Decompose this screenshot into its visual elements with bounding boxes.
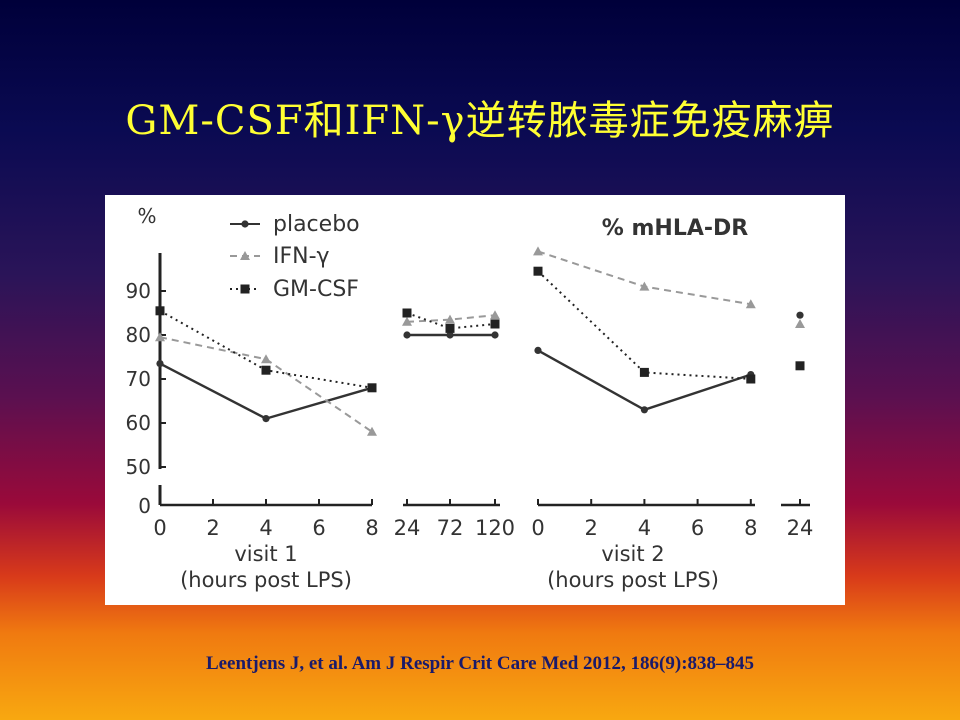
data-point <box>367 426 377 436</box>
data-point <box>445 314 455 324</box>
y-tick-label: 60 <box>126 411 151 435</box>
data-point <box>261 354 271 364</box>
data-point <box>402 308 412 318</box>
data-point <box>402 316 412 326</box>
data-point <box>490 319 500 329</box>
y-tick-label: 70 <box>126 367 151 391</box>
x-tick-label: 0 <box>531 516 544 540</box>
series-line-2 <box>159 309 373 389</box>
chart-panel: 50 60 70 80 90 0% 0 2 4 6 8 visit 1 (hours post LPS)… <box>105 195 845 605</box>
y-tick-label: 90 <box>126 279 151 303</box>
legend-marker <box>240 284 250 294</box>
data-point <box>262 415 270 423</box>
x-axis-label-line2: (hours post LPS) <box>180 568 352 592</box>
x-tick-label: 4 <box>259 516 272 540</box>
data-point <box>261 365 271 375</box>
data-point <box>155 332 165 342</box>
x-tick-label: 24 <box>394 516 421 540</box>
data-point <box>490 310 500 320</box>
data-point <box>445 323 455 333</box>
data-point <box>533 246 543 256</box>
x-tick-label: 4 <box>638 516 651 540</box>
legend-label: GM-CSF <box>273 277 359 302</box>
x-tick-label: 2 <box>585 516 598 540</box>
data-point <box>533 266 543 276</box>
series2-line-0 <box>537 349 752 412</box>
y-tick-label: 0 <box>138 494 151 518</box>
x-tick-label: 8 <box>744 516 757 540</box>
followup1-line-1 <box>406 314 496 323</box>
data-point <box>367 383 377 393</box>
legend-marker <box>240 251 250 260</box>
data-point <box>795 319 805 328</box>
x-tick-label: 8 <box>365 516 378 540</box>
x-tick-label: 2 <box>206 516 219 540</box>
panel2-title: % mHLA-DR <box>602 216 748 241</box>
data-point <box>491 331 499 339</box>
x-tick-label: 120 <box>475 516 515 540</box>
x-axis-label-line2: (hours post LPS) <box>547 568 719 592</box>
legend-label: placebo <box>273 212 360 237</box>
x-axis-label-line1: visit 2 <box>601 542 664 566</box>
data-point <box>746 374 756 384</box>
data-point <box>156 360 164 368</box>
data-point <box>639 367 649 377</box>
data-point <box>640 406 649 414</box>
y-tick-label: 50 <box>126 455 151 479</box>
legend-label: IFN-γ <box>273 244 330 269</box>
data-point <box>745 299 756 309</box>
data-point <box>795 361 805 371</box>
x-axis-label-line1: visit 1 <box>234 542 297 566</box>
x-tick-label: 6 <box>312 516 325 540</box>
legend-marker <box>241 220 249 228</box>
series2-line-2 <box>537 270 751 380</box>
citation: Leentjens J, et al. Am J Respir Crit Car… <box>205 653 755 674</box>
data-point <box>446 331 454 339</box>
x-tick-label: 72 <box>437 516 464 540</box>
y-axis-label: % <box>137 204 156 228</box>
data-point <box>403 331 411 339</box>
series2-line-1 <box>537 250 751 306</box>
data-point <box>639 281 650 291</box>
data-point <box>534 346 542 354</box>
y-tick-label: 80 <box>126 323 151 347</box>
data-point <box>155 306 165 316</box>
x-tick-label: 0 <box>153 516 166 540</box>
x-tick-label: 6 <box>691 516 704 540</box>
slide-title: GM-CSF和IFN-γ逆转脓毒症免疫麻痹 <box>125 98 835 144</box>
data-point <box>796 311 804 319</box>
x-tick-label: 24 <box>787 516 814 540</box>
